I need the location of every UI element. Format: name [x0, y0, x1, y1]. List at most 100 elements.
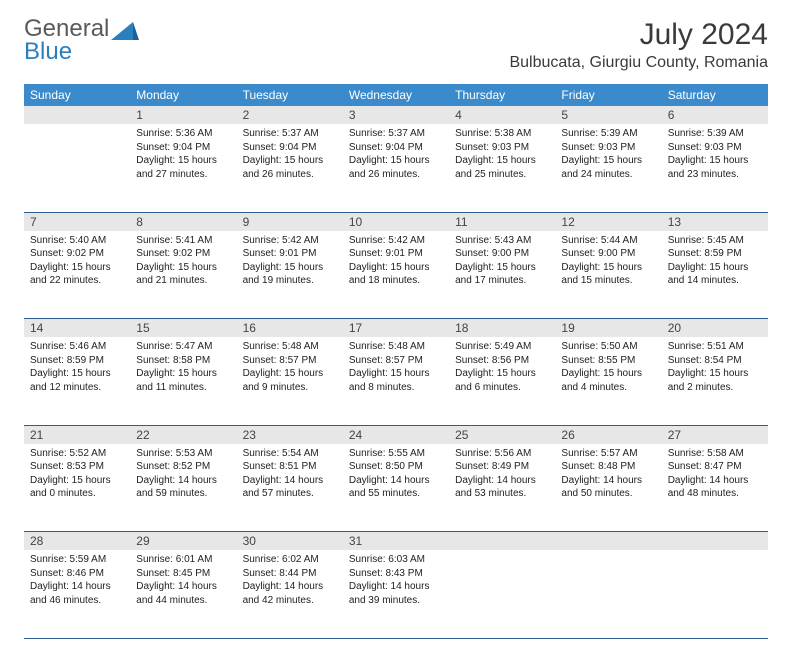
day-number: 22	[130, 425, 236, 444]
day-cell: Sunrise: 5:36 AMSunset: 9:04 PMDaylight:…	[130, 124, 236, 212]
daylight1-text: Daylight: 15 hours	[455, 154, 549, 168]
sunrise-text: Sunrise: 6:03 AM	[349, 553, 443, 567]
logo: General Blue	[24, 18, 139, 64]
daylight2-text: and 57 minutes.	[243, 487, 337, 501]
day-cell: Sunrise: 6:02 AMSunset: 8:44 PMDaylight:…	[237, 550, 343, 638]
sunrise-text: Sunrise: 5:40 AM	[30, 234, 124, 248]
sunrise-text: Sunrise: 5:37 AM	[243, 127, 337, 141]
weekday-header: Friday	[555, 84, 661, 106]
sunrise-text: Sunrise: 5:42 AM	[243, 234, 337, 248]
sunset-text: Sunset: 9:04 PM	[243, 141, 337, 155]
daylight1-text: Daylight: 15 hours	[136, 261, 230, 275]
sunrise-text: Sunrise: 6:01 AM	[136, 553, 230, 567]
daylight2-text: and 39 minutes.	[349, 594, 443, 608]
day-number: 28	[24, 532, 130, 551]
day-number	[555, 532, 661, 551]
sunset-text: Sunset: 9:01 PM	[349, 247, 443, 261]
weekday-header: Wednesday	[343, 84, 449, 106]
daylight1-text: Daylight: 14 hours	[136, 580, 230, 594]
sunset-text: Sunset: 8:45 PM	[136, 567, 230, 581]
sunset-text: Sunset: 9:04 PM	[136, 141, 230, 155]
sunset-text: Sunset: 9:04 PM	[349, 141, 443, 155]
daylight1-text: Daylight: 15 hours	[136, 154, 230, 168]
day-number: 17	[343, 319, 449, 338]
day-number: 4	[449, 106, 555, 124]
sunset-text: Sunset: 8:44 PM	[243, 567, 337, 581]
sunrise-text: Sunrise: 5:37 AM	[349, 127, 443, 141]
day-number: 2	[237, 106, 343, 124]
weekday-header: Sunday	[24, 84, 130, 106]
daylight2-text: and 15 minutes.	[561, 274, 655, 288]
daylight1-text: Daylight: 15 hours	[349, 367, 443, 381]
sunset-text: Sunset: 8:52 PM	[136, 460, 230, 474]
logo-text: General Blue	[24, 18, 109, 64]
daynum-row: 21222324252627	[24, 425, 768, 444]
daylight1-text: Daylight: 15 hours	[30, 261, 124, 275]
sunrise-text: Sunrise: 5:59 AM	[30, 553, 124, 567]
daylight1-text: Daylight: 15 hours	[243, 154, 337, 168]
day-number: 3	[343, 106, 449, 124]
daylight2-text: and 17 minutes.	[455, 274, 549, 288]
sunset-text: Sunset: 9:01 PM	[243, 247, 337, 261]
day-cell: Sunrise: 5:48 AMSunset: 8:57 PMDaylight:…	[237, 337, 343, 425]
day-cell: Sunrise: 5:57 AMSunset: 8:48 PMDaylight:…	[555, 444, 661, 532]
day-cell: Sunrise: 5:50 AMSunset: 8:55 PMDaylight:…	[555, 337, 661, 425]
sunrise-text: Sunrise: 5:36 AM	[136, 127, 230, 141]
sunrise-text: Sunrise: 5:58 AM	[668, 447, 762, 461]
day-number: 20	[662, 319, 768, 338]
day-cell: Sunrise: 5:44 AMSunset: 9:00 PMDaylight:…	[555, 231, 661, 319]
day-cell: Sunrise: 5:54 AMSunset: 8:51 PMDaylight:…	[237, 444, 343, 532]
sunrise-text: Sunrise: 5:38 AM	[455, 127, 549, 141]
daylight2-text: and 12 minutes.	[30, 381, 124, 395]
sunrise-text: Sunrise: 5:42 AM	[349, 234, 443, 248]
sunset-text: Sunset: 8:46 PM	[30, 567, 124, 581]
day-number: 16	[237, 319, 343, 338]
day-number: 7	[24, 212, 130, 231]
weekday-header: Thursday	[449, 84, 555, 106]
day-number: 15	[130, 319, 236, 338]
daylight1-text: Daylight: 15 hours	[561, 261, 655, 275]
title-month: July 2024	[509, 18, 768, 52]
sunrise-text: Sunrise: 5:55 AM	[349, 447, 443, 461]
daylight1-text: Daylight: 15 hours	[30, 474, 124, 488]
day-number: 31	[343, 532, 449, 551]
sunset-text: Sunset: 8:59 PM	[668, 247, 762, 261]
weekday-header: Tuesday	[237, 84, 343, 106]
sunset-text: Sunset: 8:57 PM	[243, 354, 337, 368]
daylight2-text: and 48 minutes.	[668, 487, 762, 501]
day-cell: Sunrise: 5:51 AMSunset: 8:54 PMDaylight:…	[662, 337, 768, 425]
sunset-text: Sunset: 8:57 PM	[349, 354, 443, 368]
content-row: Sunrise: 5:59 AMSunset: 8:46 PM Daylight:…	[24, 550, 768, 638]
daylight2-text: and 25 minutes.	[455, 168, 549, 182]
header: General Blue July 2024 Bulbucata, Giurgi…	[24, 18, 768, 72]
day-cell: Sunrise: 5:59 AMSunset: 8:46 PMDaylight:…	[24, 550, 130, 638]
daylight1-text: Daylight: 15 hours	[668, 367, 762, 381]
content-row: Sunrise: 5:52 AMSunset: 8:53 PMDaylight:…	[24, 444, 768, 532]
sunset-text: Sunset: 8:55 PM	[561, 354, 655, 368]
day-cell	[662, 550, 768, 638]
day-cell: Sunrise: 5:40 AMSunset: 9:02 PMDaylight:…	[24, 231, 130, 319]
daylight2-text: and 6 minutes.	[455, 381, 549, 395]
daylight1-text: Daylight: 15 hours	[668, 261, 762, 275]
daynum-row: 28293031	[24, 532, 768, 551]
sunset-text: Sunset: 8:53 PM	[30, 460, 124, 474]
sunrise-text: Sunrise: 5:46 AM	[30, 340, 124, 354]
day-number	[24, 106, 130, 124]
daylight2-text: and 19 minutes.	[243, 274, 337, 288]
sunrise-text: Sunrise: 5:39 AM	[561, 127, 655, 141]
day-cell: Sunrise: 5:38 AMSunset: 9:03 PMDaylight:…	[449, 124, 555, 212]
title-block: July 2024 Bulbucata, Giurgiu County, Rom…	[509, 18, 768, 72]
day-number: 12	[555, 212, 661, 231]
sunrise-text: Sunrise: 5:53 AM	[136, 447, 230, 461]
daylight2-text: and 24 minutes.	[561, 168, 655, 182]
sunrise-text: Sunrise: 5:48 AM	[243, 340, 337, 354]
daylight1-text: Daylight: 14 hours	[136, 474, 230, 488]
daylight2-text: and 2 minutes.	[668, 381, 762, 395]
daylight2-text: and 55 minutes.	[349, 487, 443, 501]
sunset-text: Sunset: 8:51 PM	[243, 460, 337, 474]
sunrise-text: Sunrise: 5:51 AM	[668, 340, 762, 354]
sunrise-text: Sunrise: 5:41 AM	[136, 234, 230, 248]
daylight2-text: and 14 minutes.	[668, 274, 762, 288]
day-number: 18	[449, 319, 555, 338]
daylight2-text: and 50 minutes.	[561, 487, 655, 501]
